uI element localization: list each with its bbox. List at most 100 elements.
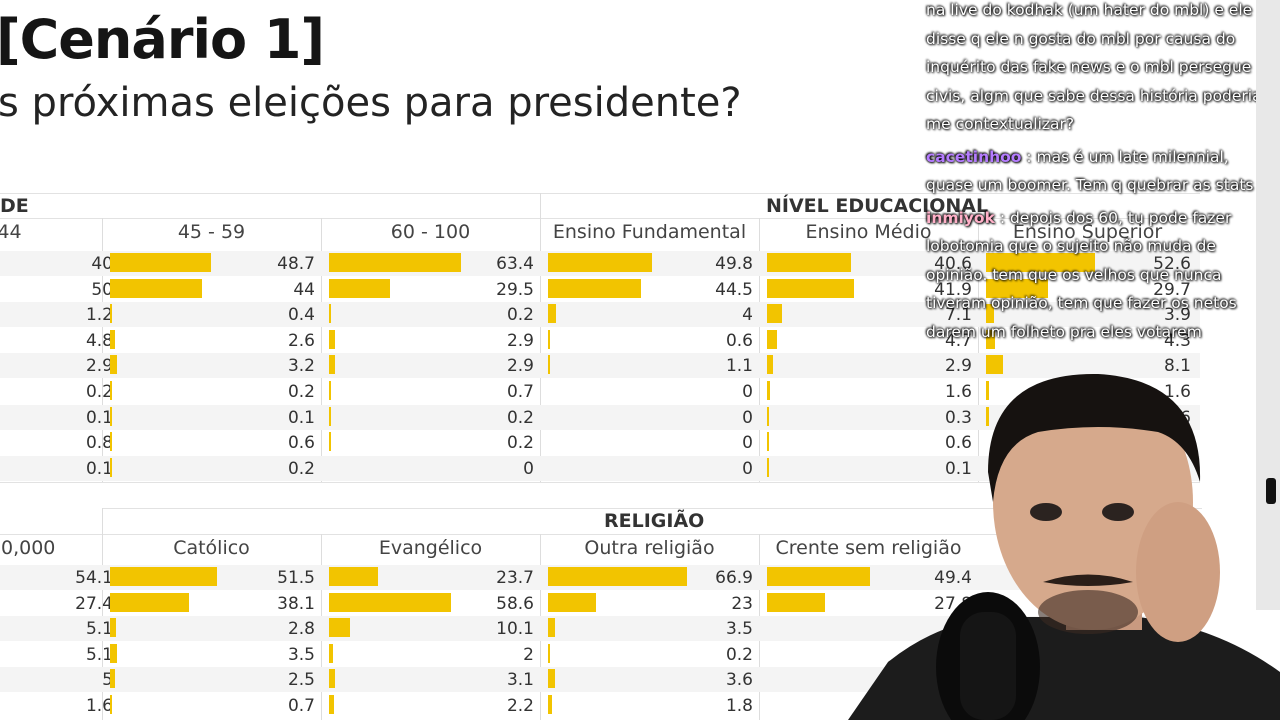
cell-value: 5.1 (85, 644, 113, 665)
value-bar (110, 592, 190, 612)
value-bar (548, 669, 556, 689)
cell-value: 5.1 (85, 619, 113, 640)
cell-value: 1.1 (725, 356, 753, 377)
scrollbar-track (1256, 0, 1280, 610)
cell-value: 0 (523, 458, 534, 479)
cell-value: 29.7 (1153, 279, 1191, 300)
value-bar (329, 253, 461, 272)
value-bar (548, 592, 596, 612)
value-bar (767, 278, 855, 298)
cell-value: 40.6 (934, 254, 972, 274)
cell-value: 2.9 (85, 356, 113, 377)
column-header: 45 - 59 (177, 221, 246, 243)
cell-value: 27.4 (75, 593, 113, 614)
cell-value: 4.8 (85, 330, 113, 351)
scrollbar-thumb[interactable] (1266, 478, 1276, 504)
value-bar (767, 592, 825, 612)
cell-value: 0.1 (85, 458, 113, 479)
value-bar (767, 355, 774, 375)
cell-value: 38.1 (277, 593, 315, 614)
value-bar (767, 381, 771, 400)
cell-value: 0 (742, 433, 753, 454)
chat-message: inmiyok : depois dos 60, tu pode fazer l… (926, 208, 1237, 341)
value-bar (329, 304, 331, 324)
column-divider (540, 218, 541, 482)
value-bar (329, 278, 391, 298)
cell-value: 3.9 (1163, 305, 1191, 326)
group-heading-education: NÍVEL EDUCACIONAL (766, 195, 989, 217)
column-header: Outra religião (584, 537, 715, 559)
value-bar (329, 643, 334, 663)
value-bar (548, 618, 556, 638)
value-bar (548, 643, 550, 663)
value-bar (110, 618, 116, 638)
column-header: 44 (0, 221, 22, 243)
cell-value: 41.9 (934, 279, 972, 300)
value-bar (110, 329, 116, 349)
value-bar (329, 329, 336, 349)
value-bar (329, 567, 379, 586)
column-header: Ensino Médio (805, 221, 932, 243)
column-header: 60 - 100 (390, 221, 471, 243)
chat-text: mas é um late milennial, quase um boomer… (926, 147, 1254, 195)
value-bar (110, 381, 112, 400)
chat-text: depois dos 60, tu pode fazer lobotomia q… (926, 208, 1237, 341)
cell-value: 0.2 (85, 382, 113, 402)
cell-value: 0.2 (506, 407, 534, 428)
value-bar (110, 253, 212, 272)
cell-value: 10.1 (496, 619, 534, 640)
cell-value: 0.7 (506, 382, 534, 402)
column-header: R$10,000 (0, 537, 56, 559)
column-header: Ensino Fundamental (552, 221, 747, 243)
cell-value: 4.7 (944, 330, 972, 351)
webcam-overlay (848, 372, 1280, 720)
cell-value: 2.8 (287, 619, 315, 640)
slide-subtitle: s próximas eleições para presidente? (0, 80, 742, 126)
value-bar (110, 278, 202, 298)
cell-value: 0.1 (944, 458, 972, 479)
column-header: Crente sem religião (775, 537, 962, 559)
column-divider (759, 218, 760, 482)
column-header: Ensino Superior (1012, 221, 1163, 243)
value-bar (329, 592, 451, 612)
cell-value: 0 (742, 407, 753, 428)
cell-value: 49.8 (715, 254, 753, 274)
cell-value: 0.8 (85, 433, 113, 454)
cell-value: 23 (731, 593, 753, 614)
value-bar (767, 406, 769, 426)
cell-value: 0.1 (287, 407, 315, 428)
scrollbar[interactable] (1256, 0, 1280, 610)
value-bar (329, 355, 336, 375)
value-bar (548, 695, 552, 714)
cell-value: 0.1 (85, 407, 113, 428)
cell-value: 0 (742, 458, 753, 479)
streamer-webcam-image (848, 373, 1280, 720)
value-bar (548, 304, 557, 324)
cell-value: 52.6 (1153, 254, 1191, 274)
row-stripe (0, 302, 1200, 328)
value-bar (548, 355, 551, 375)
cell-value: 0.6 (725, 330, 753, 351)
cell-value: 2.2 (506, 696, 534, 716)
cell-value: 5 (102, 670, 113, 691)
cell-value: 3.2 (287, 356, 315, 377)
cell-value: 0.2 (506, 433, 534, 454)
table-top-border (0, 193, 1200, 194)
cell-value: 1.6 (944, 382, 972, 402)
chat-username: cacetinhoo (926, 147, 1022, 166)
value-bar (329, 406, 331, 426)
value-bar (329, 695, 334, 714)
chat-overlay: na live do kodhak (um hater do mbl) e el… (926, 0, 1280, 376)
cell-value: 2.9 (506, 356, 534, 377)
column-divider (102, 218, 103, 482)
cell-value: 8.1 (1163, 356, 1191, 377)
cell-value: 0.6 (944, 433, 972, 454)
cell-value: 0 (742, 382, 753, 402)
value-bar (548, 329, 550, 349)
column-header: Católico (173, 537, 250, 559)
cell-value: 23.7 (496, 568, 534, 588)
value-bar (110, 669, 116, 689)
group-divider (102, 508, 103, 720)
cell-value: 2 (523, 644, 534, 665)
value-bar (767, 457, 769, 477)
